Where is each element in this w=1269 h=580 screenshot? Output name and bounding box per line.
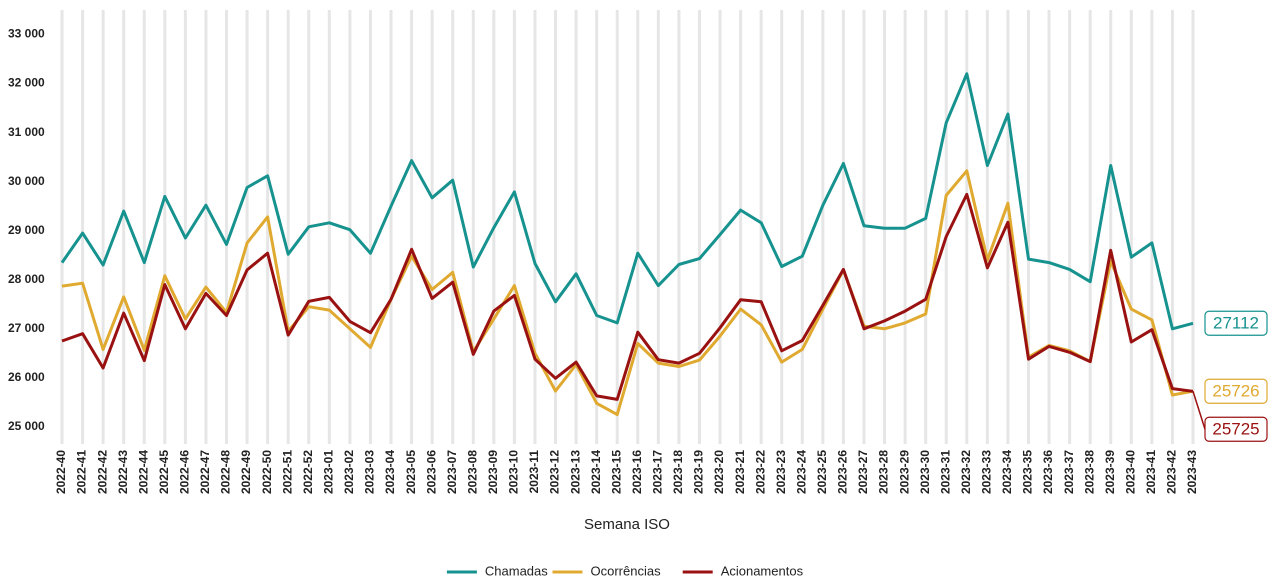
x-tick-label: 2022-44	[136, 450, 150, 494]
end-label-box	[1204, 378, 1268, 404]
x-tick-label: 2023-08	[465, 450, 479, 494]
x-tick-label: 2023-20	[712, 450, 726, 494]
x-tick-label: 2022-43	[116, 450, 130, 494]
end-label: 25726	[1204, 378, 1268, 404]
x-tick-label: 2023-03	[363, 450, 377, 494]
x-tick-label: 2023-23	[774, 450, 788, 494]
end-label-text: 27112	[1213, 314, 1259, 333]
x-tick-label: 2023-02	[342, 450, 356, 494]
x-tick-label: 2023-14	[589, 450, 603, 494]
y-tick-label: 33 000	[8, 27, 45, 41]
legend-label: Chamadas	[485, 563, 548, 578]
x-tick-label: 2023-18	[671, 450, 685, 494]
line	[61, 192, 1194, 401]
y-tick-label: 26 000	[8, 370, 45, 384]
x-axis-title: Semana ISO	[584, 516, 670, 533]
y-tick-label: 30 000	[8, 174, 45, 188]
x-tick-label: 2023-15	[609, 450, 623, 494]
x-tick-label: 2023-35	[1021, 450, 1035, 494]
x-tick-label: 2023-05	[404, 450, 418, 494]
x-tick-label: 2023-40	[1123, 450, 1137, 494]
x-tick-label: 2023-12	[548, 450, 562, 494]
legend-label: Ocorrências	[591, 563, 662, 578]
x-tick-label: 2023-09	[486, 450, 500, 494]
x-tick-label: 2023-07	[445, 450, 459, 494]
x-tick-label: 2023-13	[568, 450, 582, 494]
x-tick-label: 2023-04	[383, 450, 397, 494]
x-tick-label: 2023-26	[836, 450, 850, 494]
y-tick-label: 27 000	[8, 321, 45, 335]
x-tick-label: 2023-25	[815, 450, 829, 494]
x-tick-label: 2023-10	[507, 450, 521, 494]
x-tick-label: 2023-01	[321, 450, 335, 494]
x-tick-label: 2022-42	[95, 450, 109, 494]
x-tick-label: 2022-51	[280, 450, 294, 494]
x-tick-label: 2023-11	[527, 450, 541, 494]
x-tick-label: 2022-49	[239, 450, 253, 494]
y-tick-label: 28 000	[8, 272, 45, 286]
x-tick-label: 2023-17	[651, 450, 665, 494]
end-label: 27112	[1204, 310, 1268, 336]
end-label-box	[1204, 310, 1268, 336]
legend-label: Acionamentos	[721, 563, 804, 578]
line	[61, 169, 1194, 417]
x-tick-label: 2022-48	[219, 450, 233, 494]
x-tick-label: 2023-42	[1165, 450, 1179, 494]
end-label-text: 25726	[1212, 382, 1259, 401]
y-tick-label: 31 000	[8, 125, 45, 139]
x-tick-label: 2022-45	[157, 450, 171, 494]
x-tick-label: 2022-50	[260, 450, 274, 494]
x-tick-label: 2023-39	[1103, 450, 1117, 494]
x-tick-label: 2022-41	[75, 450, 89, 494]
end-label-connector	[1192, 391, 1206, 430]
x-tick-label: 2023-19	[692, 450, 706, 494]
x-tick-label: 2023-30	[918, 450, 932, 494]
end-label-box	[1204, 416, 1268, 442]
x-tick-label: 2022-47	[198, 450, 212, 494]
x-tick-label: 2022-52	[301, 450, 315, 494]
x-tick-label: 2023-36	[1041, 450, 1055, 494]
x-tick-label: 2023-24	[794, 450, 808, 494]
end-label: 25725	[1192, 391, 1268, 442]
x-tick-label: 2023-32	[959, 450, 973, 494]
x-tick-label: 2023-28	[877, 450, 891, 494]
x-tick-label: 2023-21	[733, 450, 747, 494]
x-tick-label: 2023-29	[897, 450, 911, 494]
x-tick-label: 2023-27	[856, 450, 870, 494]
x-tick-label: 2023-31	[938, 450, 952, 494]
x-tick-label: 2023-22	[753, 450, 767, 494]
line	[60, 72, 1194, 331]
x-tick-label: 2023-38	[1082, 450, 1096, 494]
x-tick-label: 2023-37	[1062, 450, 1076, 494]
y-tick-label: 25 000	[8, 419, 45, 433]
y-tick-label: 32 000	[8, 76, 45, 90]
x-tick-label: 2023-06	[424, 450, 438, 494]
x-tick-label: 2023-16	[630, 450, 644, 494]
end-label-text: 25725	[1212, 420, 1259, 439]
x-tick-label: 2023-41	[1144, 450, 1158, 494]
x-tick-label: 2022-40	[54, 450, 68, 494]
x-tick-label: 2023-33	[980, 450, 994, 494]
x-tick-label: 2023-34	[1000, 450, 1014, 494]
x-tick-label: 2022-46	[178, 450, 192, 494]
x-tick-label: 2023-43	[1185, 450, 1199, 494]
y-tick-label: 29 000	[8, 223, 45, 237]
